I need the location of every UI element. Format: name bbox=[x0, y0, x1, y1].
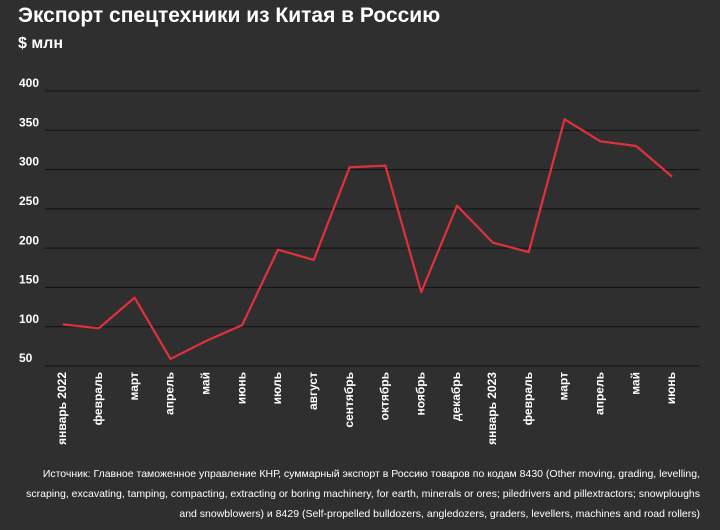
x-tick-label: январь 2022 bbox=[55, 372, 69, 445]
y-tick-label: 350 bbox=[19, 115, 39, 129]
chart: Экспорт спецтехники из Китая в Россию $ … bbox=[18, 4, 700, 445]
x-tick-label: март bbox=[557, 372, 571, 401]
y-tick-label: 400 bbox=[19, 76, 39, 90]
x-tick-label: февраль bbox=[91, 372, 105, 425]
x-tick-label: август bbox=[306, 372, 320, 410]
y-tick-label: 300 bbox=[19, 155, 39, 169]
x-tick-label: октябрь bbox=[378, 372, 392, 420]
x-tick-label: январь 2023 bbox=[485, 372, 499, 445]
y-tick-label: 250 bbox=[19, 194, 39, 208]
x-tick-label: декабрь bbox=[449, 372, 463, 421]
x-tick-label: апрель bbox=[593, 372, 607, 415]
x-tick-label: февраль bbox=[521, 372, 535, 425]
x-tick-label: ноябрь bbox=[413, 372, 427, 416]
chart-subtitle: $ млн bbox=[18, 35, 63, 52]
x-tick-label: июнь bbox=[234, 372, 248, 404]
source-note: Источник: Главное таможенное управление … bbox=[26, 468, 700, 520]
x-tick-label: июль bbox=[270, 372, 284, 404]
x-tick-label: март bbox=[127, 372, 141, 401]
x-tick-label: июнь bbox=[664, 372, 678, 404]
y-tick-label: 100 bbox=[19, 312, 39, 326]
x-tick-label: сентябрь bbox=[342, 372, 356, 428]
series-line bbox=[62, 118, 673, 361]
y-tick-label: 200 bbox=[19, 233, 39, 247]
y-tick-label: 50 bbox=[19, 351, 33, 365]
x-tick-label: апрель bbox=[163, 372, 177, 415]
x-tick-label: май bbox=[198, 372, 212, 395]
x-tick-label: май bbox=[628, 372, 642, 395]
chart-title: Экспорт спецтехники из Китая в Россию bbox=[18, 4, 440, 27]
y-tick-label: 150 bbox=[19, 273, 39, 287]
